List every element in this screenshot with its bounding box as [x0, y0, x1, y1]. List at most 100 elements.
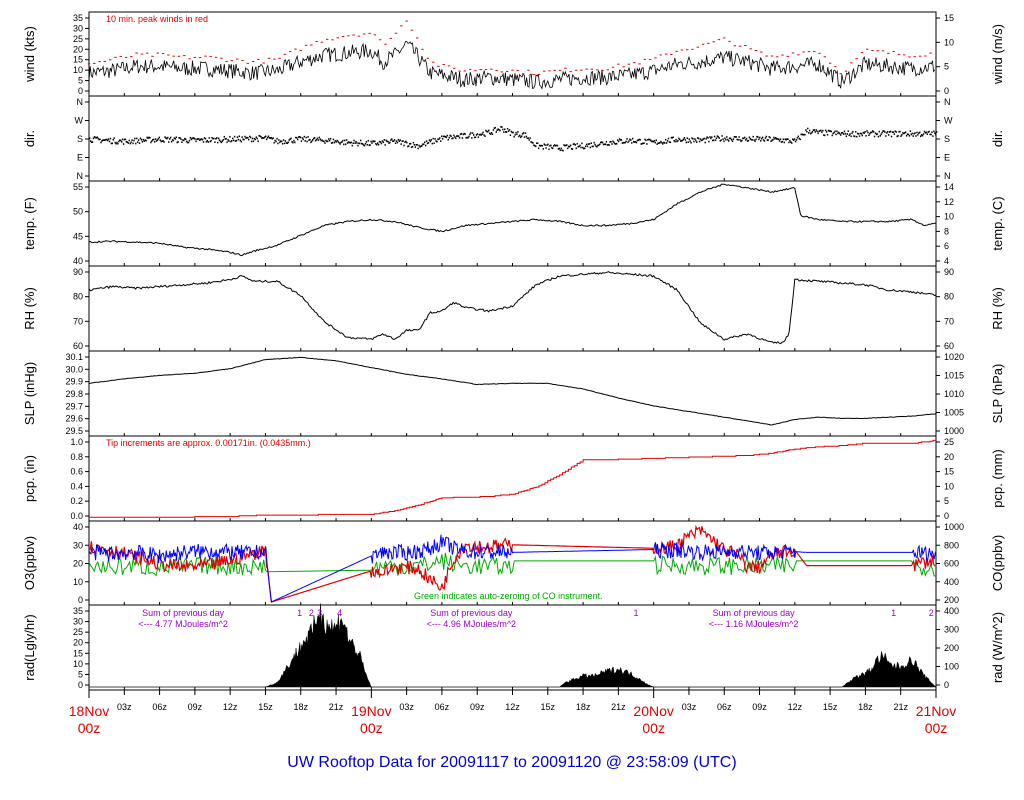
direction-point — [270, 137, 273, 139]
direction-point — [802, 133, 804, 136]
direction-point — [480, 134, 482, 136]
direction-point — [566, 144, 568, 146]
direction-point — [574, 144, 577, 146]
direction-point — [96, 136, 98, 139]
direction-point — [477, 136, 480, 138]
direction-point — [582, 146, 584, 149]
direction-point — [145, 139, 147, 142]
direction-point — [291, 141, 293, 143]
x-tick-label: 15z — [541, 702, 556, 712]
direction-point — [694, 138, 696, 140]
direction-point — [519, 134, 521, 137]
direction-point — [886, 132, 888, 134]
direction-point — [862, 131, 864, 134]
direction-point — [397, 138, 400, 141]
y-tick-label-right: 800 — [944, 540, 959, 550]
direction-point — [584, 147, 586, 150]
direction-point — [265, 138, 268, 141]
direction-point — [711, 136, 713, 138]
direction-point — [766, 139, 768, 141]
direction-point — [776, 138, 778, 140]
direction-point — [708, 140, 710, 143]
direction-point — [568, 145, 571, 148]
direction-point — [597, 144, 599, 147]
direction-point — [717, 136, 720, 138]
direction-point — [620, 139, 623, 141]
direction-point — [610, 140, 612, 143]
direction-point — [775, 136, 777, 139]
direction-point — [865, 134, 867, 137]
direction-point — [758, 138, 760, 141]
direction-point — [219, 140, 222, 143]
direction-point — [323, 140, 325, 143]
direction-point — [557, 148, 560, 150]
direction-point — [485, 129, 487, 132]
direction-point — [114, 141, 116, 144]
rad-marker: 3 — [317, 608, 322, 618]
direction-point — [687, 141, 689, 144]
direction-point — [396, 141, 399, 144]
direction-point — [282, 139, 285, 141]
direction-point — [527, 137, 529, 139]
direction-point — [848, 134, 850, 137]
direction-point — [489, 133, 492, 135]
y-tick-label-left: 10 — [73, 577, 83, 587]
direction-point — [334, 140, 337, 142]
direction-point — [822, 129, 824, 132]
direction-point — [654, 141, 657, 144]
direction-point — [715, 137, 718, 140]
y-axis-label-right: dir. — [990, 130, 1005, 147]
direction-point — [580, 146, 582, 149]
direction-point — [229, 135, 231, 138]
direction-point — [264, 135, 267, 138]
direction-point — [497, 128, 499, 130]
direction-point — [89, 137, 91, 140]
direction-point — [501, 126, 503, 128]
direction-point — [671, 137, 673, 139]
direction-point — [918, 132, 920, 134]
direction-point — [320, 139, 322, 142]
direction-point — [568, 145, 570, 148]
direction-point — [366, 143, 369, 146]
direction-point — [678, 137, 680, 140]
direction-point — [912, 135, 914, 137]
direction-point — [314, 139, 317, 142]
direction-point — [309, 138, 311, 141]
direction-point — [429, 140, 432, 143]
direction-point — [399, 139, 401, 141]
direction-point — [803, 133, 805, 136]
direction-point — [333, 141, 336, 144]
direction-point — [510, 130, 513, 133]
direction-points — [89, 125, 938, 152]
direction-point — [904, 132, 906, 134]
direction-point — [571, 148, 574, 150]
direction-point — [345, 139, 348, 141]
direction-point — [691, 137, 693, 139]
direction-point — [304, 140, 306, 142]
y-tick-label-left: 10 — [73, 659, 83, 669]
direction-point — [725, 138, 727, 141]
direction-point — [741, 139, 743, 142]
direction-point — [353, 139, 355, 142]
direction-point — [799, 138, 801, 141]
y-tick-label-left: N — [77, 171, 84, 181]
direction-point — [596, 145, 598, 148]
direction-point — [910, 133, 912, 136]
panel-frame-slp — [88, 350, 937, 437]
direction-point — [935, 133, 937, 136]
direction-point — [434, 138, 436, 140]
y-tick-label-right: 300 — [944, 625, 959, 635]
direction-point — [167, 136, 169, 139]
direction-point — [563, 144, 565, 146]
direction-point — [572, 143, 575, 145]
direction-point — [764, 137, 767, 139]
direction-point — [413, 144, 416, 146]
direction-point — [795, 139, 798, 141]
direction-point — [627, 141, 629, 144]
direction-point — [891, 131, 894, 133]
direction-point — [504, 128, 506, 131]
direction-point — [660, 140, 662, 143]
direction-point — [210, 139, 212, 142]
direction-point — [129, 142, 131, 145]
direction-point — [637, 139, 640, 141]
